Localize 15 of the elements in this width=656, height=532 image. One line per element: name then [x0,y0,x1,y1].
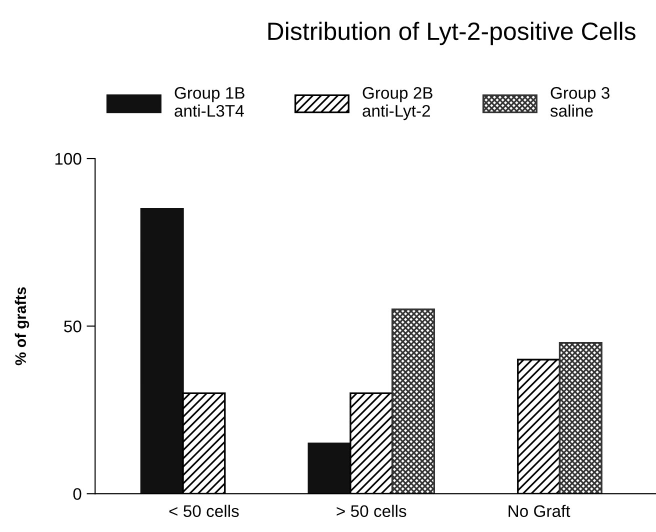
bar [391,308,435,494]
y-tick-label: 0 [73,488,82,500]
bar [140,208,184,494]
legend-label: Group 3 saline [550,87,610,117]
x-tick-label: < 50 cells [169,504,239,518]
y-axis-title: % of grafts [14,287,30,366]
chart-title: Distribution of Lyt-2-positive Cells [268,22,636,46]
x-tick-label: No Graft [508,504,570,518]
bar [308,442,352,494]
x-tick-label: > 50 cells [336,504,406,518]
y-tick-label: 50 [64,320,82,332]
legend-label: Group 2B anti-Lyt-2 [362,87,432,120]
y-tick-label: 100 [55,152,82,165]
legend-label: Group 1B anti-L3T4 [174,87,244,117]
bar [558,342,602,494]
